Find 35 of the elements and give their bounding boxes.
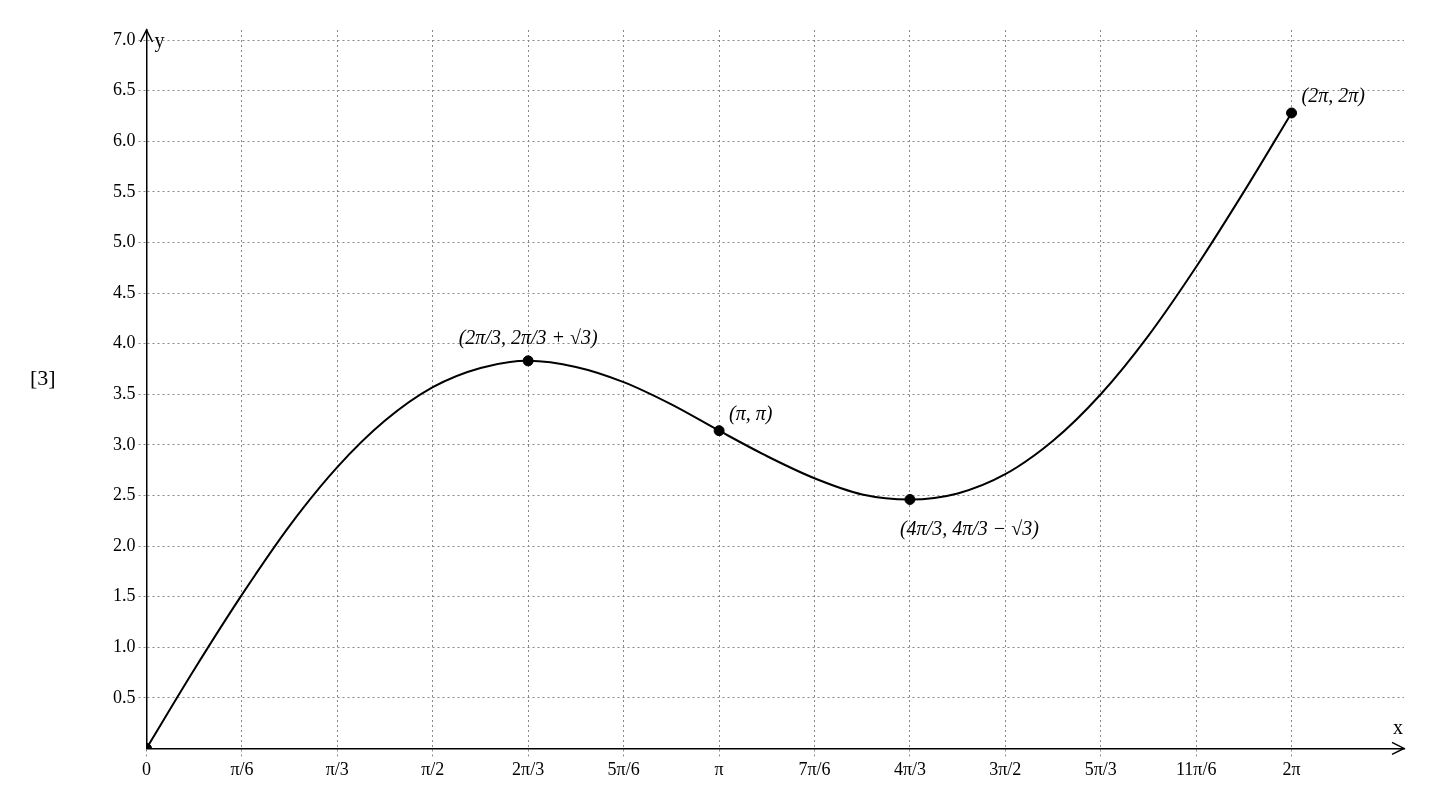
y-tick-label: 4.5 — [113, 281, 136, 302]
y-tick-label: 0.5 — [113, 686, 136, 707]
y-tick-label: 7.0 — [113, 28, 136, 49]
x-tick-label: 2π/3 — [512, 758, 545, 779]
y-tick-label: 6.0 — [113, 130, 136, 151]
x-tick-label: π/3 — [325, 758, 349, 779]
y-tick-label: 5.0 — [113, 231, 136, 252]
y-tick-label: 4.0 — [113, 332, 136, 353]
y-axis-title: y — [154, 29, 165, 53]
point — [1286, 107, 1298, 119]
text: [3] — [30, 364, 56, 390]
x-tick-label: 2π — [1282, 758, 1301, 779]
x-tick-label: π/2 — [421, 758, 445, 779]
annotation: (4π/3, 4π/3 − √3) — [899, 516, 1040, 540]
y-tick-label: 5.5 — [113, 180, 136, 201]
x-tick-label: π/6 — [230, 758, 254, 779]
annotation: (2π, 2π) — [1301, 84, 1366, 108]
x-tick-label: 3π/2 — [989, 758, 1022, 779]
y-tick-label: 2.0 — [113, 534, 136, 555]
y-tick-label: 3.0 — [113, 433, 136, 454]
x-tick-label: 5π/3 — [1084, 758, 1117, 779]
annotation: (π, π) — [729, 401, 773, 425]
y-tick-label: 6.5 — [113, 79, 136, 100]
y-tick-label: 3.5 — [113, 382, 136, 403]
x-tick-label: 11π/6 — [1176, 758, 1217, 779]
annotation: (2π/3, 2π/3 + √3) — [458, 326, 598, 350]
x-tick-label: 4π/3 — [893, 758, 926, 779]
y-tick-label: 1.0 — [113, 635, 136, 656]
x-tick-label: 0 — [142, 758, 151, 779]
x-tick-label: 5π/6 — [607, 758, 640, 779]
x-axis-title: x — [1393, 715, 1403, 738]
x-tick-label: 7π/6 — [798, 758, 831, 779]
x-tick-label: π — [714, 758, 724, 779]
y-tick-label: 1.5 — [113, 585, 136, 606]
y-tick-label: 2.5 — [113, 484, 136, 505]
